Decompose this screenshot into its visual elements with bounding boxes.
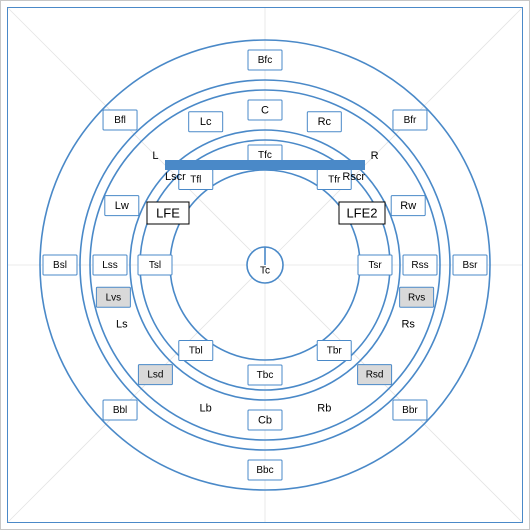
label-rc: Rc [318,116,332,128]
label-bbc: Bbc [256,465,273,476]
label-tc: Tc [260,266,270,277]
label-bsr: Bsr [463,260,479,271]
label-tsr: Tsr [368,260,382,271]
label-rw: Rw [400,200,416,212]
label-r: R [371,150,379,162]
label-bfr: Bfr [404,115,417,126]
screen-bar [165,160,365,170]
label-rsd: Rsd [366,370,384,381]
label-tsl: Tsl [149,260,161,271]
label-tfl: Tfl [190,175,201,186]
label-c: C [261,104,269,116]
label-tbl: Tbl [189,346,203,357]
label-bfc: Bfc [258,55,272,66]
label-lw: Lw [115,200,129,212]
label-rscr: Rscr [342,171,365,183]
label-cb: Cb [258,414,272,426]
label-l: L [152,150,158,162]
label-tfr: Tfr [328,175,341,186]
speaker-layout-diagram: Rvs Lvs Tfc Tfr Tsr Tbr Tbc Tbl Tsl Tfl C Rc R Rw Rss R… [0,0,530,530]
label-lb: Lb [200,403,212,415]
label-rvs: Rvs [408,292,425,303]
label-bfl: Bfl [114,115,126,126]
label-lsd: Lsd [147,370,163,381]
label-rss: Rss [411,260,428,271]
label-lfe: LFE [156,205,180,220]
label-rs: Rs [401,319,415,331]
label-ls: Ls [116,319,128,331]
label-bbl: Bbl [113,405,127,416]
label-bbr: Bbr [402,405,418,416]
label-lc: Lc [200,116,212,128]
label-rb: Rb [317,403,331,415]
label-tfc: Tfc [258,150,272,161]
label-lss: Lss [102,260,118,271]
label-tbc: Tbc [257,370,274,381]
label-lscr: Lscr [165,171,186,183]
label-lfe2: LFE2 [346,205,377,220]
label-tbr: Tbr [327,346,343,357]
label-bsl: Bsl [53,260,67,271]
label-lvs: Lvs [106,292,122,303]
